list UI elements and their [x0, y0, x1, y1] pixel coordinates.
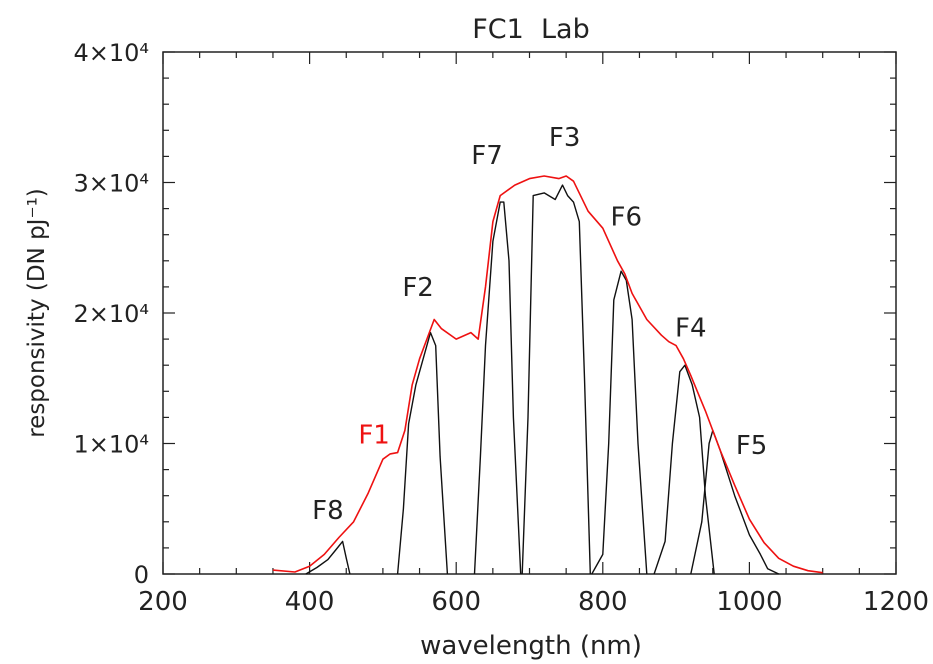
x-tick-label: 200 [138, 587, 188, 617]
series-line-f1 [272, 175, 823, 574]
series-line-f6 [591, 270, 648, 575]
series-line-f5 [690, 429, 779, 575]
series-line-f7 [473, 201, 522, 575]
x-tick-label: 400 [285, 587, 335, 617]
annotation-f7: F7 [471, 141, 503, 171]
y-tick-label: 2×10⁴ [73, 300, 149, 328]
x-axis-label: wavelength (nm) [420, 631, 642, 661]
y-tick-label: 4×10⁴ [73, 39, 149, 67]
annotation-f3: F3 [549, 123, 581, 153]
x-tick-label: 800 [578, 587, 628, 617]
chart-title: FC1 Lab [472, 14, 589, 45]
y-axis-label: responsivity (DN pJ⁻¹) [24, 188, 50, 438]
annotation-f4: F4 [675, 313, 707, 343]
y-tick-label: 1×10⁴ [73, 431, 149, 459]
annotation-f6: F6 [611, 203, 643, 233]
y-tick-label: 3×10⁴ [73, 170, 149, 198]
x-tick-label: 600 [431, 587, 481, 617]
annotation-f5: F5 [736, 431, 768, 461]
series-line-f8 [305, 540, 351, 575]
x-tick-label: 1000 [716, 587, 782, 617]
series-line-f2 [396, 331, 449, 575]
series-line-f4 [653, 364, 715, 575]
annotation-f8: F8 [312, 496, 344, 526]
annotation-f1: F1 [358, 421, 390, 451]
plot-area: 200 400 600 800 1000 1200 0 1×10⁴ 2×10⁴ 3×10⁴ 4×10… [73, 39, 929, 617]
x-tick-label: 1200 [863, 587, 929, 617]
y-tick-label: 0 [134, 561, 149, 589]
series-line-f3 [521, 184, 591, 575]
annotation-f2: F2 [402, 273, 434, 303]
plot-frame [162, 51, 897, 575]
